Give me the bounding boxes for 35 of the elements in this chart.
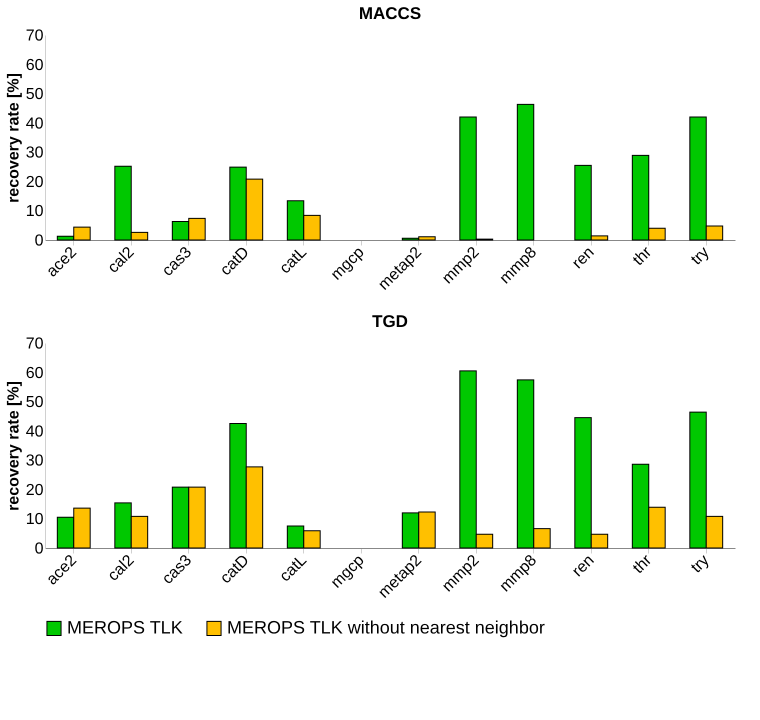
x-tick-label: thr xyxy=(630,551,656,578)
y-tick-label: 20 xyxy=(26,482,44,499)
y-axis-title: recovery rate [%] xyxy=(6,381,23,511)
y-tick-label: 50 xyxy=(26,394,44,412)
y-tick-label: 10 xyxy=(26,511,44,528)
y-tick-label: 20 xyxy=(26,174,44,191)
y-tick-label: 30 xyxy=(26,452,44,470)
x-tick-label: thr xyxy=(630,243,656,270)
y-tick-label: 40 xyxy=(26,423,44,440)
x-tick-label: catD xyxy=(217,244,253,280)
y-axis-title: recovery rate [%] xyxy=(6,73,23,203)
x-tick-label: cal2 xyxy=(104,244,138,277)
chart-title: MACCS xyxy=(358,4,422,23)
x-tick-label: catL xyxy=(276,244,310,278)
y-tick-label: 50 xyxy=(26,86,44,104)
y-tick-label: 60 xyxy=(26,56,44,74)
y-tick-label: 10 xyxy=(26,203,44,220)
x-tick-label: ren xyxy=(569,244,598,272)
x-tick-label: ren xyxy=(569,552,598,580)
x-tick-label: catL xyxy=(276,552,310,586)
y-tick-label: 70 xyxy=(26,28,44,44)
y-tick-label: 70 xyxy=(26,336,44,352)
x-tick-label: try xyxy=(688,244,713,268)
y-tick-label: 40 xyxy=(26,115,44,132)
y-tick-label: 60 xyxy=(26,364,44,382)
y-tick-label: 0 xyxy=(34,540,44,558)
x-tick-label: try xyxy=(688,552,713,576)
legend-label: MEROPS TLK xyxy=(67,617,183,638)
chart-title: TGD xyxy=(372,312,408,331)
y-tick-label: 30 xyxy=(26,144,44,162)
x-tick-label: catD xyxy=(217,552,253,588)
y-tick-label: 0 xyxy=(34,232,44,250)
bar xyxy=(516,104,534,240)
x-tick-label: cal2 xyxy=(104,552,138,585)
legend-label: MEROPS TLK without nearest neighbor xyxy=(227,617,545,638)
